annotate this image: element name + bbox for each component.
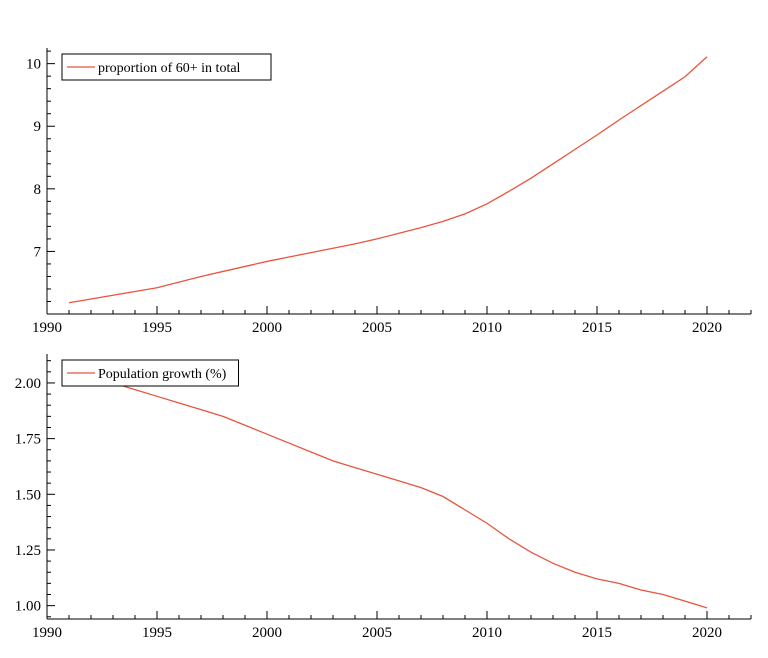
x-tick-label: 2005 — [362, 320, 392, 336]
x-tick-label: 2015 — [582, 320, 612, 336]
x-tick-label: 2015 — [582, 625, 612, 641]
x-tick-label: 1990 — [32, 625, 62, 641]
x-tick-label: 2020 — [692, 625, 722, 641]
y-tick-label: 1.50 — [15, 487, 41, 503]
legend: Population growth (%) — [61, 359, 239, 387]
chart-panel-1: 1990 1995 2000 2005 2010 2015 2020 7 8 9 10 proport… — [26, 48, 752, 336]
x-tick-label: 2005 — [362, 625, 392, 641]
y-tick-label: 7 — [34, 244, 42, 260]
x-tick-label: 1990 — [32, 320, 62, 336]
series-line-1 — [68, 368, 708, 609]
legend: proportion of 60+ in total — [61, 53, 272, 81]
x-tick-label: 2010 — [472, 625, 502, 641]
x-tick-label: 2000 — [252, 625, 282, 641]
y-tick-label: 2.00 — [15, 376, 41, 392]
y-tick-label: 9 — [34, 119, 42, 135]
legend-label: Population growth (%) — [98, 367, 227, 382]
y-tick-label: 1.00 — [15, 599, 41, 615]
x-tick-label: 2010 — [472, 320, 502, 336]
chart-panel-2: 1990 1995 2000 2005 2010 2015 2020 1.00 1.25 1.50… — [15, 354, 752, 641]
y-tick-label: 10 — [26, 57, 41, 73]
x-tick-label: 2020 — [692, 320, 722, 336]
x-tick-label: 2000 — [252, 320, 282, 336]
y-tick-label: 1.25 — [15, 543, 41, 559]
series-line-1 — [68, 56, 708, 304]
legend-label: proportion of 60+ in total — [98, 61, 241, 76]
y-tick-label: 1.75 — [15, 432, 41, 448]
y-tick-label: 8 — [34, 182, 42, 198]
x-tick-label: 1995 — [142, 320, 172, 336]
legend-box — [61, 53, 272, 81]
x-tick-label: 1995 — [142, 625, 172, 641]
